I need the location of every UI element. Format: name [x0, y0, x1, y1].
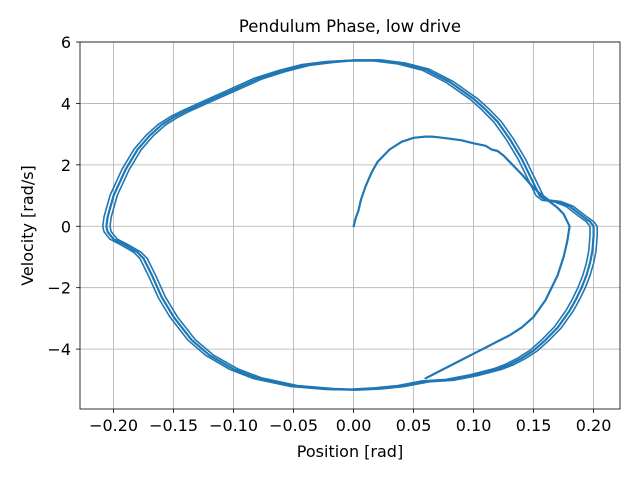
y-tick-label: −4 — [47, 340, 71, 359]
y-tick-label: 6 — [61, 33, 71, 52]
x-tick-label: 0.05 — [396, 416, 432, 435]
series-layer — [102, 59, 599, 391]
x-tick-label: 0.00 — [336, 416, 372, 435]
series-line-limit-cycle-band — [102, 59, 599, 391]
x-tick-label: −0.15 — [149, 416, 198, 435]
plot-frame — [79, 41, 621, 410]
x-tick-label: −0.10 — [209, 416, 258, 435]
x-tick-label: 0.10 — [456, 416, 492, 435]
ticks: −0.20 −0.15 −0.10 −0.05 0.00 0.05 0.10 0.15 0.20… — [47, 33, 611, 435]
series-line-transient — [352, 135, 571, 380]
x-tick-label: −0.20 — [89, 416, 138, 435]
y-tick-label: 4 — [61, 94, 71, 113]
series-line-limit-cycle-band — [109, 60, 591, 391]
x-tick-label: 0.15 — [516, 416, 552, 435]
x-tick-label: 0.20 — [576, 416, 612, 435]
y-tick-label: 2 — [61, 156, 71, 175]
y-tick-label: 0 — [61, 217, 71, 236]
y-axis-label: Velocity [rad/s] — [18, 165, 37, 286]
chart-title: Pendulum Phase, low drive — [239, 17, 461, 36]
x-axis-label: Position [rad] — [297, 442, 403, 461]
y-tick-label: −2 — [47, 279, 71, 298]
x-tick-label: −0.05 — [269, 416, 318, 435]
